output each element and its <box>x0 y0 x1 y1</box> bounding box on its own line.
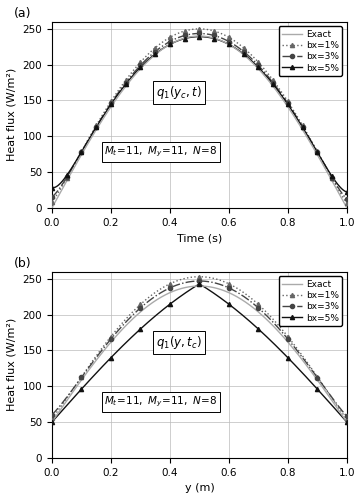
X-axis label: Time (s): Time (s) <box>177 233 222 243</box>
Legend: Exact, bx=1%, bx=3%, bx=5%: Exact, bx=1%, bx=3%, bx=5% <box>279 26 342 76</box>
Text: $q_1(y,t_c)$: $q_1(y,t_c)$ <box>156 334 202 351</box>
X-axis label: y (m): y (m) <box>185 483 214 493</box>
Text: $M_t\!=\!11,\ M_y\!=\!11,\ N\!=\!8$: $M_t\!=\!11,\ M_y\!=\!11,\ N\!=\!8$ <box>105 395 218 409</box>
Legend: Exact, bx=1%, bx=3%, bx=5%: Exact, bx=1%, bx=3%, bx=5% <box>279 276 342 326</box>
Y-axis label: Heat flux (W/m²): Heat flux (W/m²) <box>7 318 17 412</box>
Text: $M_t\!=\!11,\ M_y\!=\!11,\ N\!=\!8$: $M_t\!=\!11,\ M_y\!=\!11,\ N\!=\!8$ <box>105 145 218 159</box>
Text: $q_1(y_c,t)$: $q_1(y_c,t)$ <box>156 84 202 101</box>
Text: (b): (b) <box>14 257 31 270</box>
Text: (a): (a) <box>14 7 31 20</box>
Y-axis label: Heat flux (W/m²): Heat flux (W/m²) <box>7 68 17 162</box>
